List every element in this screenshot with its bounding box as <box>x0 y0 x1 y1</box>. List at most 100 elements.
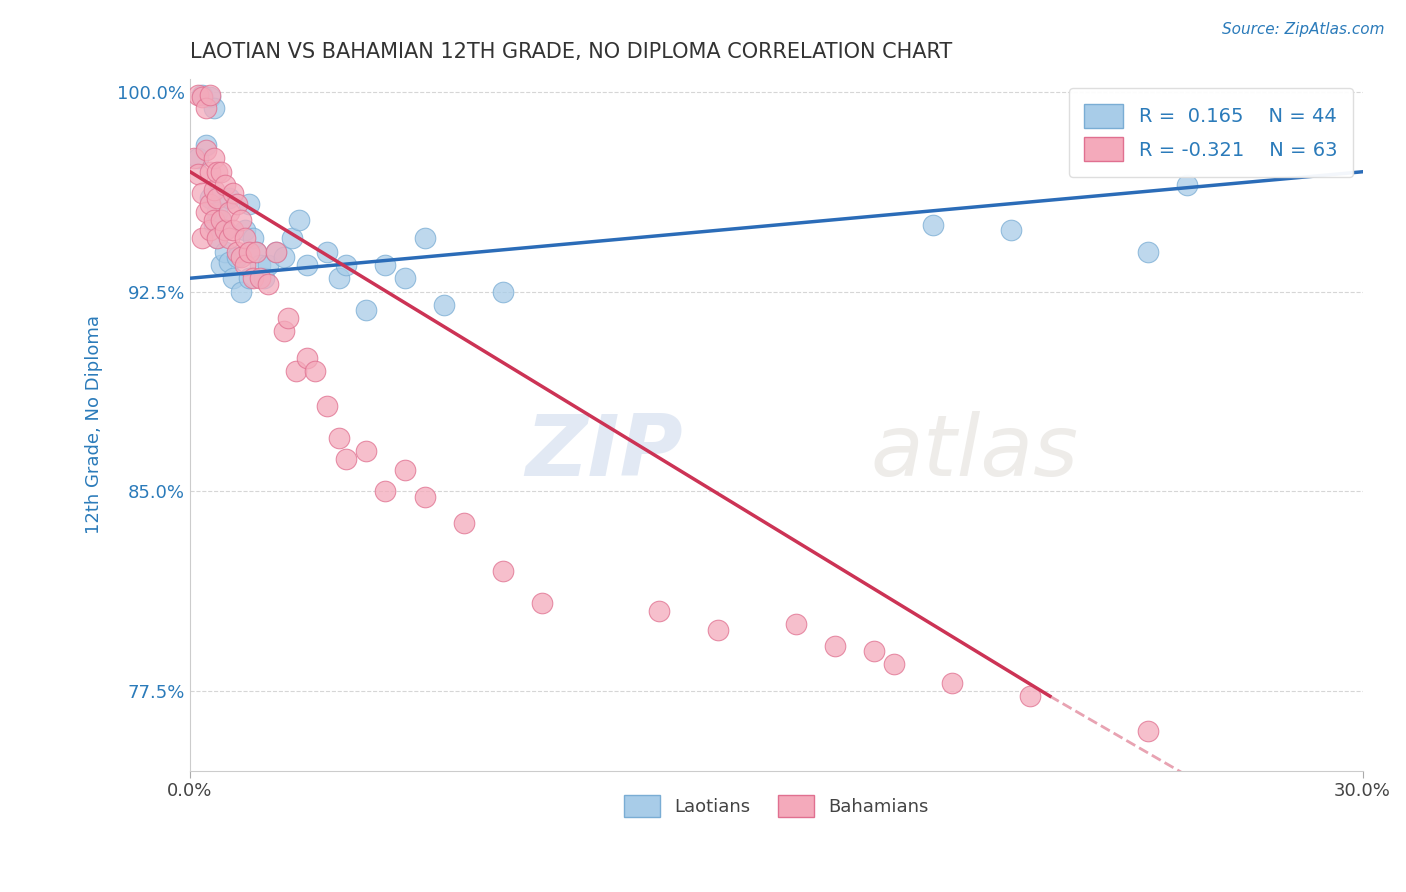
Point <box>242 271 264 285</box>
Point <box>214 223 236 237</box>
Point <box>187 152 209 166</box>
Point <box>297 258 319 272</box>
Point <box>191 90 214 104</box>
Point <box>315 399 337 413</box>
Point <box>238 271 260 285</box>
Point <box>194 138 217 153</box>
Point <box>198 191 221 205</box>
Point <box>194 204 217 219</box>
Point <box>229 285 252 299</box>
Point <box>238 196 260 211</box>
Point <box>249 258 271 272</box>
Point <box>187 168 209 182</box>
Point <box>207 231 229 245</box>
Point <box>194 101 217 115</box>
Point <box>214 244 236 259</box>
Point <box>273 250 295 264</box>
Point <box>209 212 232 227</box>
Point <box>257 277 280 291</box>
Point <box>222 186 245 200</box>
Point <box>214 223 236 237</box>
Point <box>328 271 350 285</box>
Point <box>202 183 225 197</box>
Point <box>273 325 295 339</box>
Point <box>233 258 256 272</box>
Point <box>198 90 221 104</box>
Point <box>218 191 240 205</box>
Point <box>191 186 214 200</box>
Point <box>207 204 229 219</box>
Point <box>218 255 240 269</box>
Point <box>453 516 475 530</box>
Point <box>187 87 209 102</box>
Point <box>1136 723 1159 738</box>
Point <box>207 231 229 245</box>
Point <box>245 244 267 259</box>
Point <box>433 298 456 312</box>
Point <box>277 311 299 326</box>
Point <box>280 231 302 245</box>
Point <box>883 657 905 672</box>
Point <box>238 244 260 259</box>
Point <box>335 452 357 467</box>
Point <box>1019 689 1042 703</box>
Point <box>207 165 229 179</box>
Point <box>1175 178 1198 192</box>
Point <box>264 244 287 259</box>
Point <box>824 639 846 653</box>
Point <box>209 258 232 272</box>
Text: LAOTIAN VS BAHAMIAN 12TH GRADE, NO DIPLOMA CORRELATION CHART: LAOTIAN VS BAHAMIAN 12TH GRADE, NO DIPLO… <box>190 42 952 62</box>
Point <box>198 165 221 179</box>
Point <box>218 231 240 245</box>
Point <box>648 604 671 618</box>
Point <box>354 444 377 458</box>
Point <box>222 223 245 237</box>
Point <box>492 564 515 578</box>
Point <box>374 484 396 499</box>
Legend: Laotians, Bahamians: Laotians, Bahamians <box>617 788 936 824</box>
Point <box>202 152 225 166</box>
Point <box>288 212 311 227</box>
Point <box>214 178 236 192</box>
Point <box>374 258 396 272</box>
Point <box>413 490 436 504</box>
Point <box>207 191 229 205</box>
Point <box>229 250 252 264</box>
Text: ZIP: ZIP <box>524 411 682 494</box>
Point <box>304 364 326 378</box>
Point <box>218 204 240 219</box>
Point <box>1000 223 1022 237</box>
Point <box>209 212 232 227</box>
Text: atlas: atlas <box>870 411 1078 494</box>
Point <box>222 271 245 285</box>
Point <box>315 244 337 259</box>
Point <box>530 596 553 610</box>
Y-axis label: 12th Grade, No Diploma: 12th Grade, No Diploma <box>86 315 103 534</box>
Point <box>863 644 886 658</box>
Point <box>245 244 267 259</box>
Point <box>226 244 249 259</box>
Point <box>413 231 436 245</box>
Text: Source: ZipAtlas.com: Source: ZipAtlas.com <box>1222 22 1385 37</box>
Point <box>1136 244 1159 259</box>
Point <box>257 258 280 272</box>
Point <box>191 231 214 245</box>
Point <box>297 351 319 365</box>
Point <box>202 212 225 227</box>
Point <box>229 212 252 227</box>
Point <box>226 196 249 211</box>
Point <box>253 271 276 285</box>
Point <box>492 285 515 299</box>
Point <box>183 152 205 166</box>
Point <box>233 223 256 237</box>
Point <box>242 231 264 245</box>
Point <box>264 244 287 259</box>
Point <box>233 231 256 245</box>
Point <box>249 271 271 285</box>
Point <box>354 303 377 318</box>
Point <box>394 463 416 477</box>
Point <box>328 431 350 445</box>
Point <box>202 218 225 232</box>
Point <box>226 250 249 264</box>
Point <box>785 617 807 632</box>
